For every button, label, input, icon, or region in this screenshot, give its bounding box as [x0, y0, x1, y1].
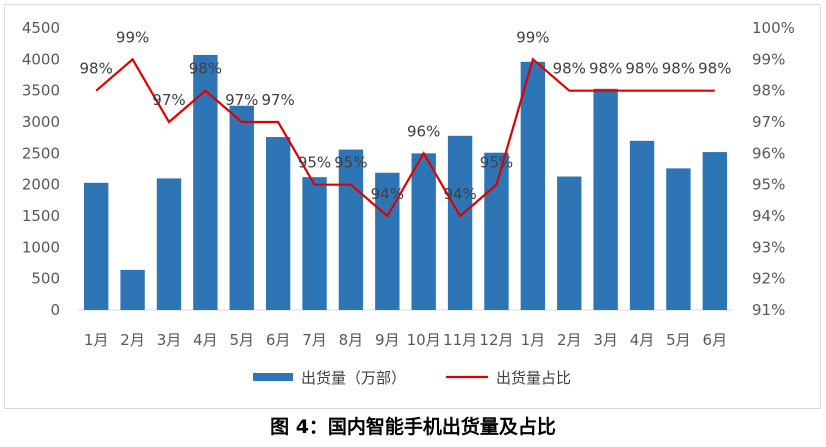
bar — [302, 177, 327, 310]
ratio-data-labels: 98%99%97%98%97% 97%95% 95%94%96%94%95%99%9… — [80, 28, 732, 203]
x-tick-label: 2月 — [120, 331, 145, 349]
x-tick-label: 4月 — [193, 331, 218, 349]
right-tick-label: 96% — [752, 144, 785, 162]
x-tick-label: 10月 — [407, 331, 441, 349]
ratio-data-label: 98% — [189, 60, 222, 78]
bar — [411, 153, 436, 310]
right-tick-label: 92% — [752, 270, 785, 288]
left-axis-ticks: 0 500 1000 1500 2000 2500 3000 3500 4000 4500 — [22, 19, 60, 319]
left-tick-label: 1500 — [22, 207, 60, 225]
ratio-data-label: 95% — [298, 154, 331, 172]
left-tick-label: 3500 — [22, 82, 60, 100]
left-tick-label: 1000 — [22, 238, 60, 256]
right-tick-label: 100% — [752, 19, 795, 37]
bar — [193, 54, 218, 310]
x-tick-label: 6月 — [266, 331, 291, 349]
ratio-data-label: 97% — [225, 91, 258, 109]
legend-line-label: 出货量占比 — [496, 369, 571, 387]
ratio-data-label: 96% — [407, 122, 440, 140]
bar — [229, 105, 254, 310]
right-tick-label: 95% — [752, 176, 785, 194]
bar — [84, 182, 109, 310]
ratio-data-label: 97% — [261, 91, 294, 109]
ratio-data-label: 98% — [625, 60, 658, 78]
ratio-data-label: 94% — [443, 185, 476, 203]
bar — [702, 152, 727, 310]
x-axis-ticks: 1月 2月 3月 4月 5月 6月 7月 8月 9月 10月 11月 12月 1月 2月 3月 4月 5月 6月 — [84, 331, 727, 349]
bar — [338, 149, 364, 310]
bar — [447, 135, 473, 310]
left-tick-label: 500 — [31, 270, 60, 288]
x-tick-label: 5月 — [666, 331, 691, 349]
bar — [156, 178, 182, 310]
legend-bar-label: 出货量（万部） — [301, 369, 406, 387]
bar-series — [84, 54, 727, 311]
bar — [520, 61, 546, 311]
x-tick-label: 4月 — [630, 331, 655, 349]
ratio-line — [95, 57, 715, 218]
ratio-data-label: 98% — [662, 60, 695, 78]
x-tick-label: 3月 — [157, 331, 182, 349]
x-tick-label: 1月 — [84, 331, 109, 349]
x-tick-label: 7月 — [302, 331, 327, 349]
legend-bar-swatch — [253, 373, 293, 381]
x-tick-label: 3月 — [593, 331, 618, 349]
left-tick-label: 4000 — [22, 50, 60, 68]
left-tick-label: 2000 — [22, 176, 60, 194]
x-tick-label: 5月 — [229, 331, 254, 349]
bar — [120, 269, 145, 310]
bar — [666, 168, 691, 310]
figure-caption: 图 4：国内智能手机出货量及占比 — [270, 416, 556, 438]
right-tick-label: 99% — [752, 50, 785, 68]
combo-chart: 0 500 1000 1500 2000 2500 3000 3500 4000 4500 91%… — [22, 19, 795, 387]
ratio-data-label: 97% — [152, 91, 185, 109]
chart-frame: 0 500 1000 1500 2000 2500 3000 3500 4000 4500 91%… — [4, 4, 821, 409]
x-tick-label: 2月 — [557, 331, 582, 349]
ratio-data-label: 98% — [553, 60, 586, 78]
left-tick-label: 4500 — [22, 19, 60, 37]
ratio-data-label: 98% — [80, 60, 113, 78]
bar — [593, 88, 618, 310]
left-tick-label: 2500 — [22, 144, 60, 162]
right-tick-label: 94% — [752, 207, 785, 225]
x-tick-label: 9月 — [375, 331, 400, 349]
x-tick-label: 12月 — [479, 331, 513, 349]
ratio-data-label: 94% — [371, 185, 404, 203]
right-tick-label: 91% — [752, 301, 785, 319]
left-tick-label: 0 — [50, 301, 60, 319]
right-tick-label: 93% — [752, 238, 785, 256]
right-axis-ticks: 91% 92% 93% 94% 95% 96% 97% 98% 99% 100% — [752, 19, 795, 319]
right-tick-label: 97% — [752, 113, 785, 131]
ratio-data-label: 99% — [116, 28, 149, 46]
ratio-data-label: 95% — [334, 154, 367, 172]
ratio-data-label: 95% — [480, 154, 513, 172]
x-tick-label: 1月 — [521, 331, 546, 349]
ratio-data-label: 98% — [698, 60, 731, 78]
bar — [557, 176, 582, 310]
bar — [484, 152, 509, 310]
ratio-data-label: 99% — [516, 28, 549, 46]
x-tick-label: 8月 — [339, 331, 364, 349]
bar — [375, 172, 400, 310]
right-tick-label: 98% — [752, 82, 785, 100]
bar — [629, 140, 655, 310]
legend: 出货量（万部） 出货量占比 — [253, 369, 571, 387]
left-tick-label: 3000 — [22, 113, 60, 131]
x-tick-label: 6月 — [703, 331, 728, 349]
bar — [265, 137, 291, 310]
ratio-data-label: 98% — [589, 60, 622, 78]
x-tick-label: 11月 — [443, 331, 477, 349]
